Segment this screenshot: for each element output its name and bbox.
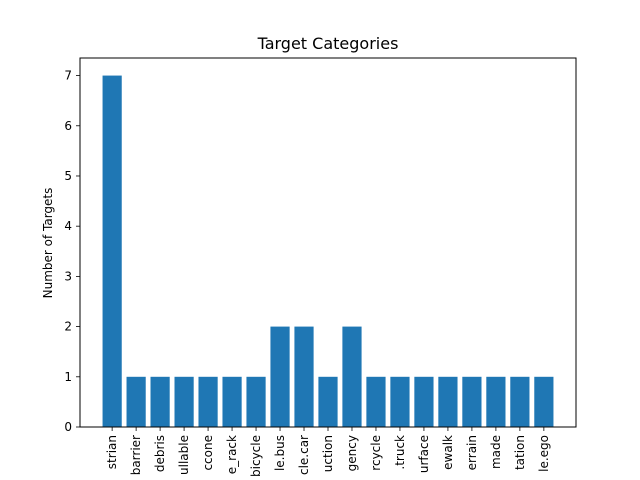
bar-17 <box>510 376 530 427</box>
bar-10 <box>342 326 362 427</box>
x-axis: strian barrier debris ullable ccone e_rack bic… <box>105 427 551 477</box>
bar-1 <box>126 376 146 427</box>
bar-14 <box>438 376 458 427</box>
x-tick-label-15: errain <box>465 435 479 470</box>
bar-11 <box>366 376 386 427</box>
y-tick-label-5: 5 <box>64 169 72 183</box>
y-tick-label-7: 7 <box>64 69 72 83</box>
bar-9 <box>318 376 338 427</box>
bars-group <box>102 75 554 427</box>
bar-7 <box>270 326 290 427</box>
x-tick-label-6: bicycle <box>249 435 263 477</box>
x-tick-label-4: ccone <box>201 435 215 471</box>
y-tick-label-1: 1 <box>64 370 72 384</box>
y-axis: 0 1 2 3 4 5 6 7 <box>64 69 80 434</box>
x-tick-label-13: urface <box>417 435 431 473</box>
x-tick-label-7: le.bus <box>273 435 287 471</box>
y-tick-label-6: 6 <box>64 119 72 133</box>
bar-8 <box>294 326 314 427</box>
bar-0 <box>102 75 122 427</box>
x-tick-label-12: .truck <box>393 435 407 470</box>
bar-18 <box>534 376 554 427</box>
bar-15 <box>462 376 482 427</box>
chart-title: Target Categories <box>257 34 399 53</box>
y-tick-label-4: 4 <box>64 219 72 233</box>
bar-3 <box>174 376 194 427</box>
bar-6 <box>246 376 266 427</box>
x-tick-label-10: gency <box>345 435 359 471</box>
bar-5 <box>222 376 242 427</box>
y-tick-label-2: 2 <box>64 320 72 334</box>
bar-2 <box>150 376 170 427</box>
x-tick-label-2: debris <box>153 435 167 472</box>
bar-12 <box>390 376 410 427</box>
y-axis-label: Number of Targets <box>41 188 55 299</box>
bar-4 <box>198 376 218 427</box>
bar-13 <box>414 376 434 427</box>
x-tick-label-5: e_rack <box>225 435 239 474</box>
y-tick-label-0: 0 <box>64 420 72 434</box>
x-tick-label-11: rcycle <box>369 435 383 471</box>
x-tick-label-18: le.ego <box>537 435 551 472</box>
x-tick-label-17: tation <box>513 435 527 470</box>
y-tick-label-3: 3 <box>64 269 72 283</box>
x-tick-label-9: uction <box>321 435 335 472</box>
x-tick-label-3: ullable <box>177 435 191 475</box>
x-tick-label-14: ewalk <box>441 435 455 470</box>
plot-frame <box>79 57 577 428</box>
x-tick-label-0: strian <box>105 435 119 469</box>
x-tick-label-1: barrier <box>129 435 143 475</box>
x-tick-label-16: made <box>489 435 503 469</box>
bar-16 <box>486 376 506 427</box>
x-tick-label-8: cle.car <box>297 435 311 475</box>
